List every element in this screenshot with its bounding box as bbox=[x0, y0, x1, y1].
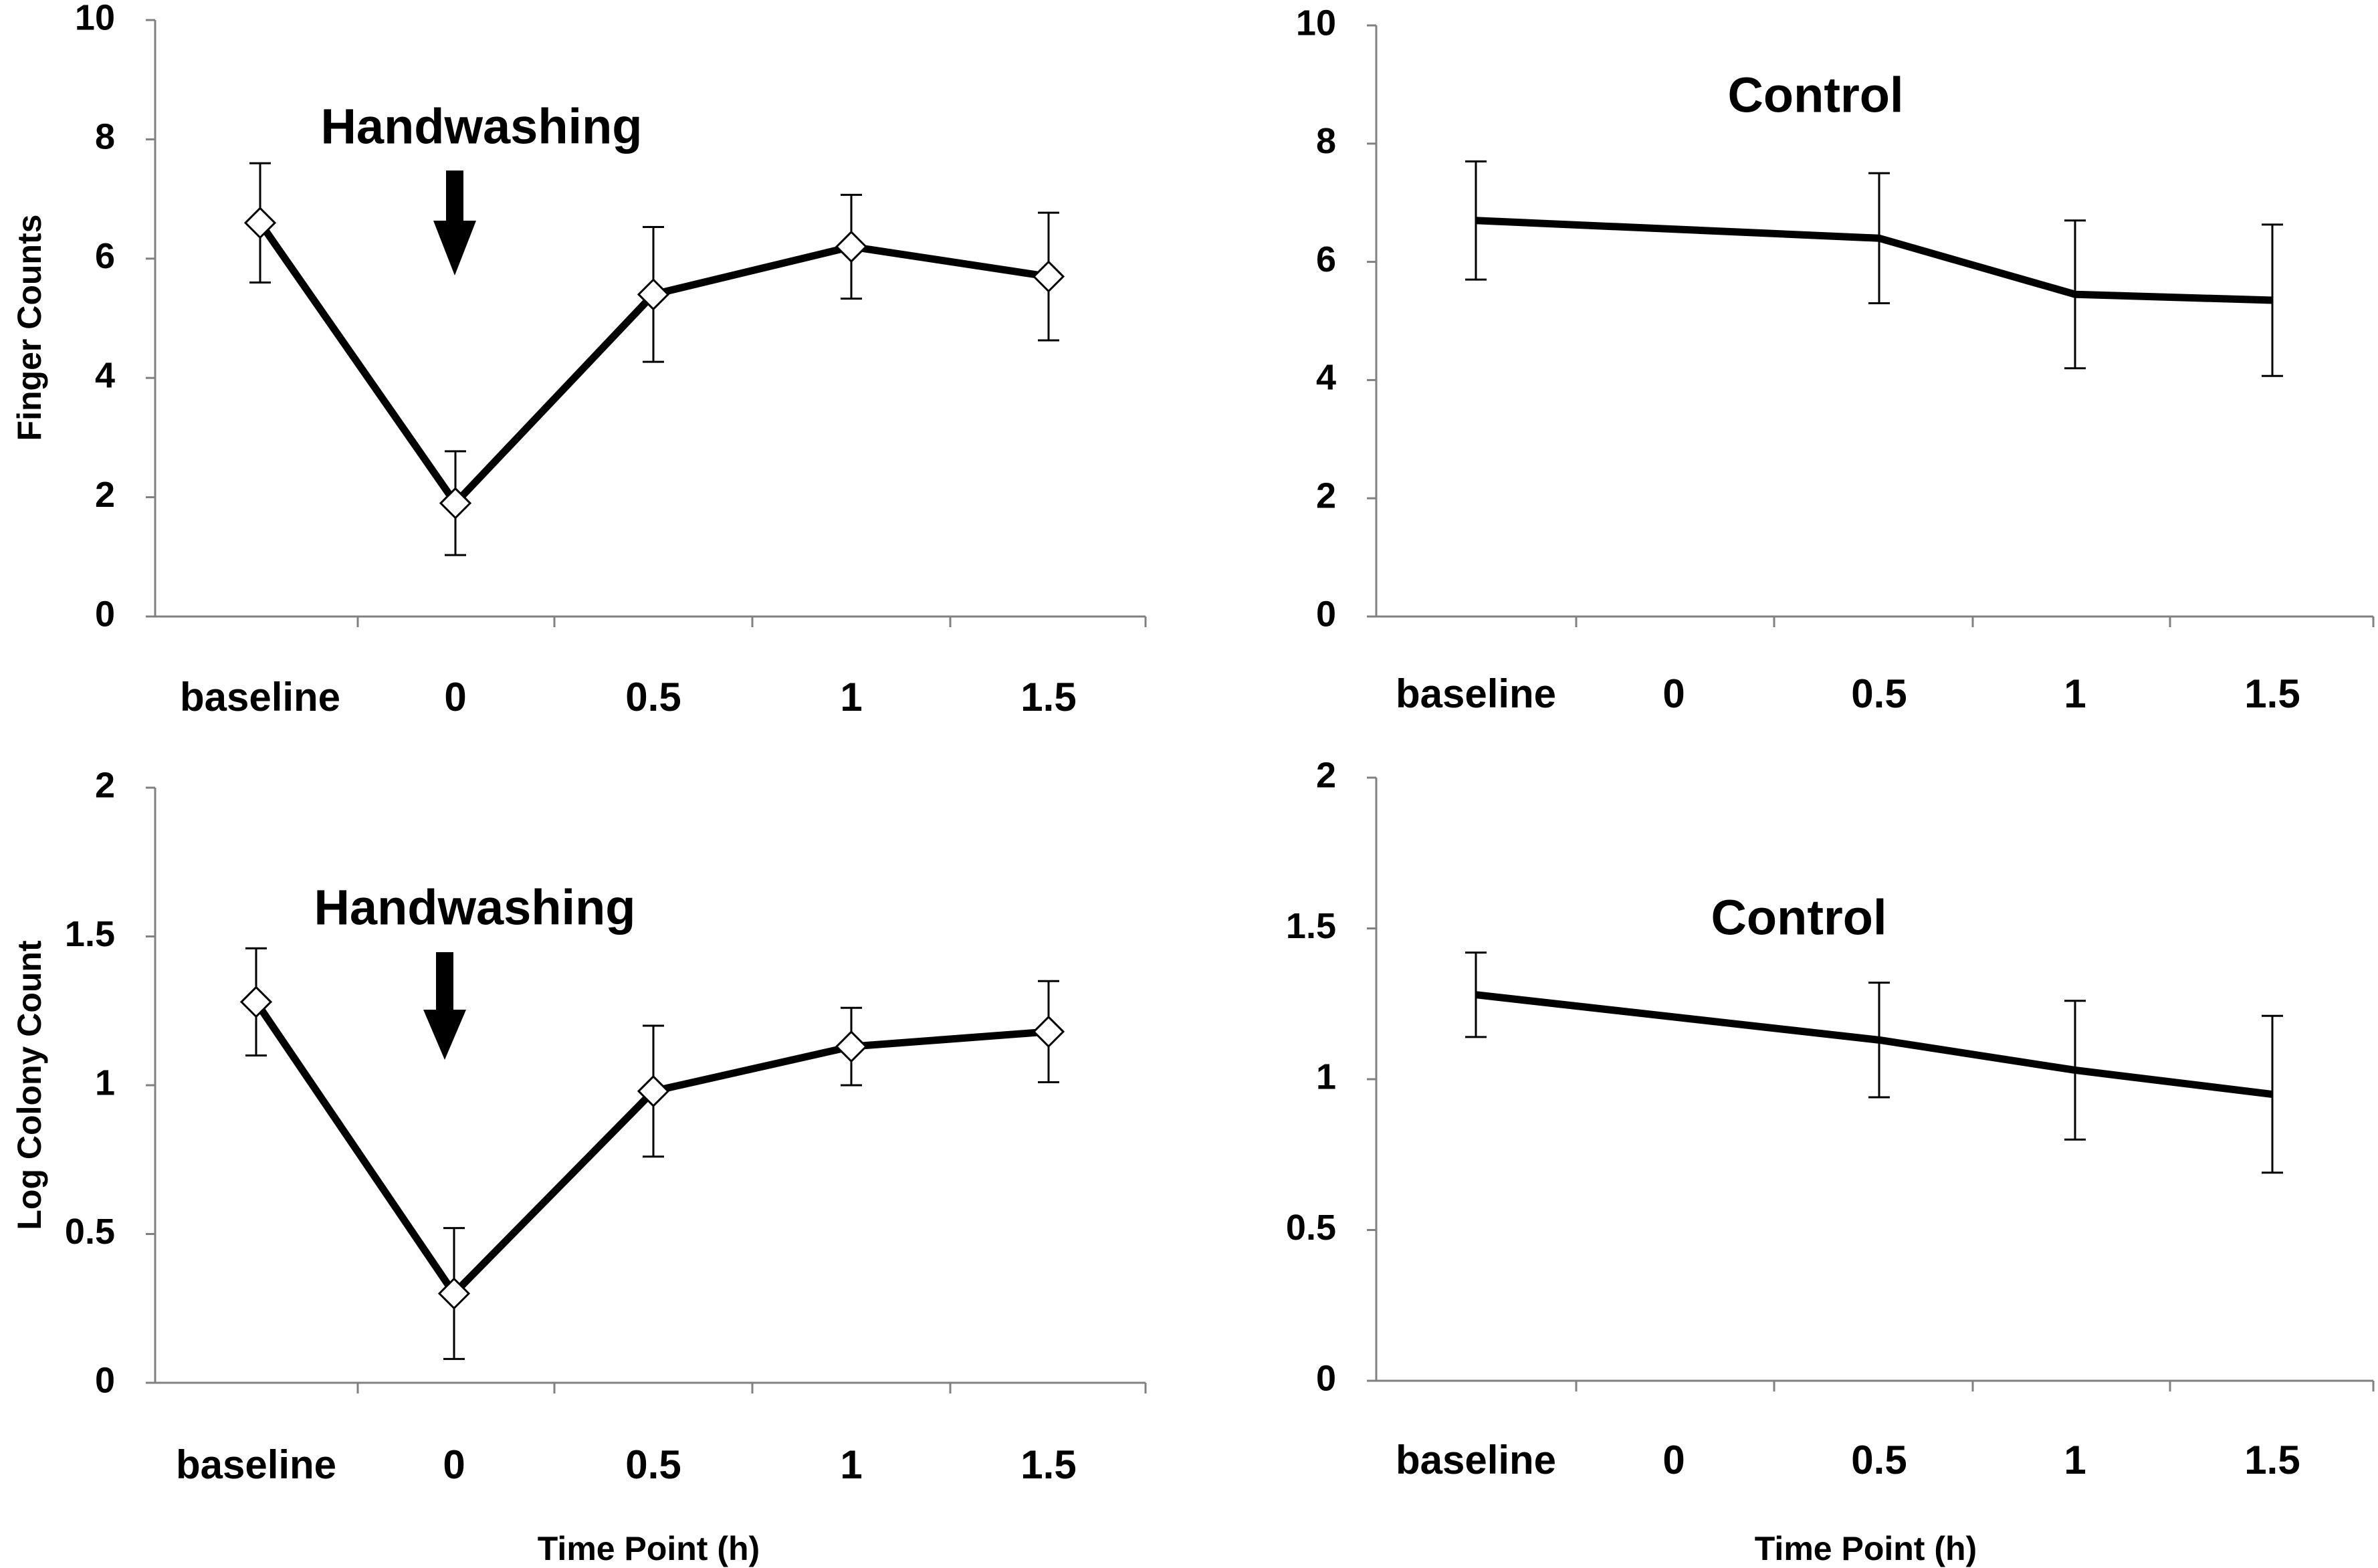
y-tick-label: 0 bbox=[95, 1360, 115, 1400]
x-tick-label: 1.5 bbox=[1020, 675, 1076, 719]
x-tick-label: 1.5 bbox=[1020, 1442, 1076, 1487]
x-tick-label: 1 bbox=[2064, 1438, 2086, 1482]
y-tick-label: 1.5 bbox=[65, 914, 115, 954]
x-tick-label: 0 bbox=[443, 1442, 465, 1487]
panel-title: Control bbox=[1711, 890, 1886, 945]
y-tick-label: 2 bbox=[1316, 755, 1336, 795]
y-axis-title: Finger Counts bbox=[11, 215, 48, 441]
y-tick-label: 10 bbox=[75, 0, 115, 37]
series-line bbox=[1475, 991, 2273, 1099]
x-axis-title: Time Point (h) bbox=[1755, 1530, 1977, 1567]
chart-panel-top-left: 0 2 4 6 8 10 baseline 0 0.5 1 1.5 Handwashing Finger… bbox=[11, 0, 1147, 719]
data-point-marker bbox=[437, 1277, 471, 1310]
y-tick-label: 4 bbox=[1316, 358, 1336, 398]
x-tick-label: 0.5 bbox=[625, 1442, 681, 1487]
y-tick-label: 0.5 bbox=[1286, 1208, 1336, 1248]
y-axis-title: Log Colony Count bbox=[11, 940, 48, 1230]
y-tick-label: 6 bbox=[1316, 239, 1336, 279]
x-tick-label: baseline bbox=[176, 1442, 336, 1487]
y-tick-label: 0 bbox=[1316, 1358, 1336, 1398]
x-tick-label: baseline bbox=[1396, 1438, 1556, 1482]
chart-panel-bottom-right: 0 0.5 1 1.5 2 baseline 0 0.5 1 1.5 Control Time Poi… bbox=[1286, 755, 2375, 1567]
y-tick-label: 1 bbox=[1316, 1056, 1336, 1097]
data-point-marker bbox=[835, 230, 868, 263]
y-tick-label: 0.5 bbox=[65, 1212, 115, 1252]
y-tick-label: 6 bbox=[95, 236, 115, 276]
data-point-marker bbox=[1032, 1015, 1065, 1048]
data-point-marker bbox=[239, 986, 273, 1018]
y-tick-label: 2 bbox=[95, 475, 115, 515]
x-tick-label: 0.5 bbox=[625, 675, 681, 719]
x-tick-label: 1 bbox=[840, 675, 862, 719]
x-tick-label: baseline bbox=[1396, 671, 1556, 716]
y-tick-label: 2 bbox=[95, 765, 115, 805]
y-tick-label: 8 bbox=[1316, 121, 1336, 161]
series-line bbox=[1475, 217, 2273, 304]
x-tick-label: 0.5 bbox=[1851, 671, 1907, 716]
data-point-marker bbox=[1032, 260, 1065, 293]
x-tick-label: 1.5 bbox=[2244, 1438, 2300, 1482]
x-tick-label: 0 bbox=[1662, 671, 1685, 716]
y-tick-label: 4 bbox=[95, 355, 115, 395]
x-tick-label: 0.5 bbox=[1851, 1438, 1907, 1482]
data-point-marker bbox=[243, 207, 277, 239]
data-point-marker bbox=[637, 1075, 670, 1108]
down-arrow-icon bbox=[433, 171, 476, 275]
data-point-marker bbox=[637, 278, 670, 311]
x-tick-label: 1 bbox=[840, 1442, 862, 1487]
y-tick-label: 2 bbox=[1316, 475, 1336, 516]
data-point-marker bbox=[439, 487, 472, 520]
x-tick-label: 0 bbox=[444, 675, 466, 719]
down-arrow-icon bbox=[423, 952, 466, 1060]
y-tick-label: 8 bbox=[95, 117, 115, 157]
y-tick-label: 0 bbox=[95, 594, 115, 634]
y-tick-label: 0 bbox=[1316, 594, 1336, 634]
y-tick-label: 10 bbox=[1296, 3, 1336, 43]
y-tick-label: 1 bbox=[95, 1062, 115, 1103]
x-axis-title: Time Point (h) bbox=[538, 1530, 760, 1567]
panel-title: Control bbox=[1727, 68, 1903, 123]
chart-panel-bottom-left: 0 0.5 1 1.5 2 baseline 0 0.5 1 1.5 Handwashing Log … bbox=[11, 765, 1147, 1567]
data-point-marker bbox=[835, 1030, 868, 1063]
handwashing-annotation: Handwashing bbox=[320, 99, 642, 154]
x-tick-label: 0 bbox=[1662, 1438, 1685, 1482]
handwashing-annotation: Handwashing bbox=[314, 880, 635, 935]
y-tick-label: 1.5 bbox=[1286, 906, 1336, 946]
x-tick-label: baseline bbox=[180, 675, 340, 719]
chart-panel-top-right: 0 2 4 6 8 10 baseline 0 0.5 1 1.5 Control bbox=[1296, 3, 2375, 716]
x-tick-label: 1.5 bbox=[2244, 671, 2300, 716]
x-tick-label: 1 bbox=[2064, 671, 2086, 716]
